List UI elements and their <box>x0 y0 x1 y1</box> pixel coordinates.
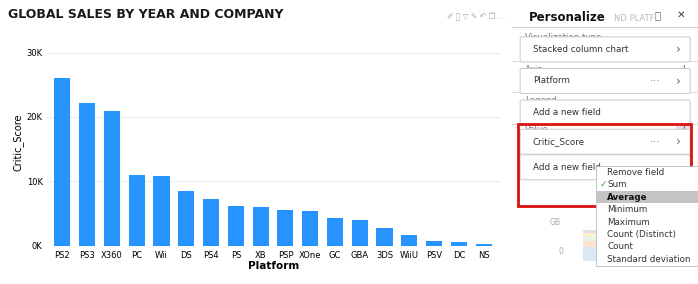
Text: Value: Value <box>526 125 549 134</box>
Text: Average: Average <box>607 193 648 202</box>
Bar <box>228 206 244 246</box>
Text: ›: › <box>676 135 681 148</box>
Text: Standard deviation: Standard deviation <box>607 255 690 264</box>
Text: Legend: Legend <box>526 96 557 105</box>
Bar <box>583 236 597 241</box>
Bar <box>401 235 417 246</box>
FancyBboxPatch shape <box>596 166 698 266</box>
Text: Add a new field: Add a new field <box>533 108 601 117</box>
Bar <box>178 191 194 246</box>
Bar <box>646 182 660 193</box>
Bar <box>352 220 368 246</box>
Bar <box>597 222 611 227</box>
Text: +: + <box>680 125 689 135</box>
Text: Visualization type: Visualization type <box>526 33 602 42</box>
Bar <box>426 241 442 246</box>
Bar <box>79 103 95 246</box>
FancyBboxPatch shape <box>520 68 690 93</box>
Text: Platform: Platform <box>533 76 570 85</box>
Y-axis label: Critic_Score: Critic_Score <box>13 114 24 172</box>
FancyBboxPatch shape <box>520 100 690 125</box>
Text: ND PLATF: ND PLATF <box>614 14 655 23</box>
Text: Axis: Axis <box>526 64 543 74</box>
Bar <box>583 233 597 236</box>
Bar <box>451 243 467 246</box>
Text: ✕: ✕ <box>677 10 685 20</box>
Bar <box>583 247 597 261</box>
FancyBboxPatch shape <box>520 129 690 154</box>
Bar <box>327 218 343 246</box>
Bar <box>646 210 660 261</box>
Bar <box>646 193 660 210</box>
Text: Count (Distinct): Count (Distinct) <box>607 230 676 239</box>
Bar <box>661 156 675 165</box>
Bar <box>616 222 630 233</box>
Bar <box>597 227 611 233</box>
FancyBboxPatch shape <box>520 155 690 180</box>
Bar <box>253 207 269 246</box>
Bar <box>104 110 120 246</box>
Bar <box>661 179 675 199</box>
Text: GB: GB <box>549 218 560 227</box>
Text: Add a new field: Add a new field <box>533 163 601 172</box>
Bar <box>597 241 611 261</box>
Text: Sum: Sum <box>607 180 627 189</box>
Text: ✓: ✓ <box>600 180 607 189</box>
Bar <box>676 131 690 142</box>
Text: +: + <box>680 64 689 74</box>
Bar <box>203 199 219 246</box>
Bar <box>631 190 645 196</box>
Text: Tooltips: Tooltips <box>526 151 558 160</box>
Bar <box>631 185 645 190</box>
Text: ✐ ⎘ ▽ ✎ ↶ ❐ …: ✐ ⎘ ▽ ✎ ↶ ❐ … <box>447 11 505 20</box>
Text: ···: ··· <box>650 137 660 147</box>
Bar <box>597 219 611 222</box>
Bar <box>646 168 660 173</box>
Text: ⦻: ⦻ <box>654 10 660 20</box>
Text: Minimum: Minimum <box>607 205 647 214</box>
Bar <box>661 199 675 261</box>
Text: Maximum: Maximum <box>607 218 650 227</box>
Bar <box>676 182 690 261</box>
Bar <box>676 159 690 182</box>
Bar <box>597 233 611 241</box>
Bar <box>583 241 597 247</box>
Text: 0: 0 <box>558 247 563 256</box>
Bar <box>676 142 690 159</box>
Text: Count: Count <box>607 243 633 251</box>
Bar <box>277 210 293 246</box>
Bar <box>616 233 630 261</box>
FancyBboxPatch shape <box>520 37 690 62</box>
Bar <box>616 204 630 207</box>
Bar <box>646 173 660 182</box>
Text: Critic_Score: Critic_Score <box>533 137 585 146</box>
Bar <box>661 151 675 156</box>
Bar <box>616 213 630 222</box>
Bar <box>376 228 392 246</box>
Text: GLOBAL SALES BY YEAR AND COMPANY: GLOBAL SALES BY YEAR AND COMPANY <box>8 8 284 21</box>
Bar <box>631 207 645 222</box>
Bar <box>154 176 170 246</box>
Bar <box>583 230 597 233</box>
Bar <box>475 244 491 246</box>
Text: ···: ··· <box>650 76 660 86</box>
Bar <box>596 191 698 203</box>
Bar <box>128 175 144 246</box>
Bar <box>661 165 675 179</box>
Bar <box>302 211 318 246</box>
Text: ›: › <box>676 74 681 87</box>
Text: NA_Sales  ●: NA_Sales ● <box>586 40 629 47</box>
Text: Stacked column chart: Stacked column chart <box>533 45 628 54</box>
X-axis label: Platform: Platform <box>248 261 299 271</box>
Bar <box>616 207 630 213</box>
Bar <box>676 122 690 131</box>
Text: Personalize: Personalize <box>529 11 606 24</box>
Bar <box>631 222 645 261</box>
Text: Remove field: Remove field <box>607 168 664 177</box>
Bar <box>54 78 70 246</box>
Text: ›: › <box>676 43 681 56</box>
Bar <box>631 196 645 207</box>
